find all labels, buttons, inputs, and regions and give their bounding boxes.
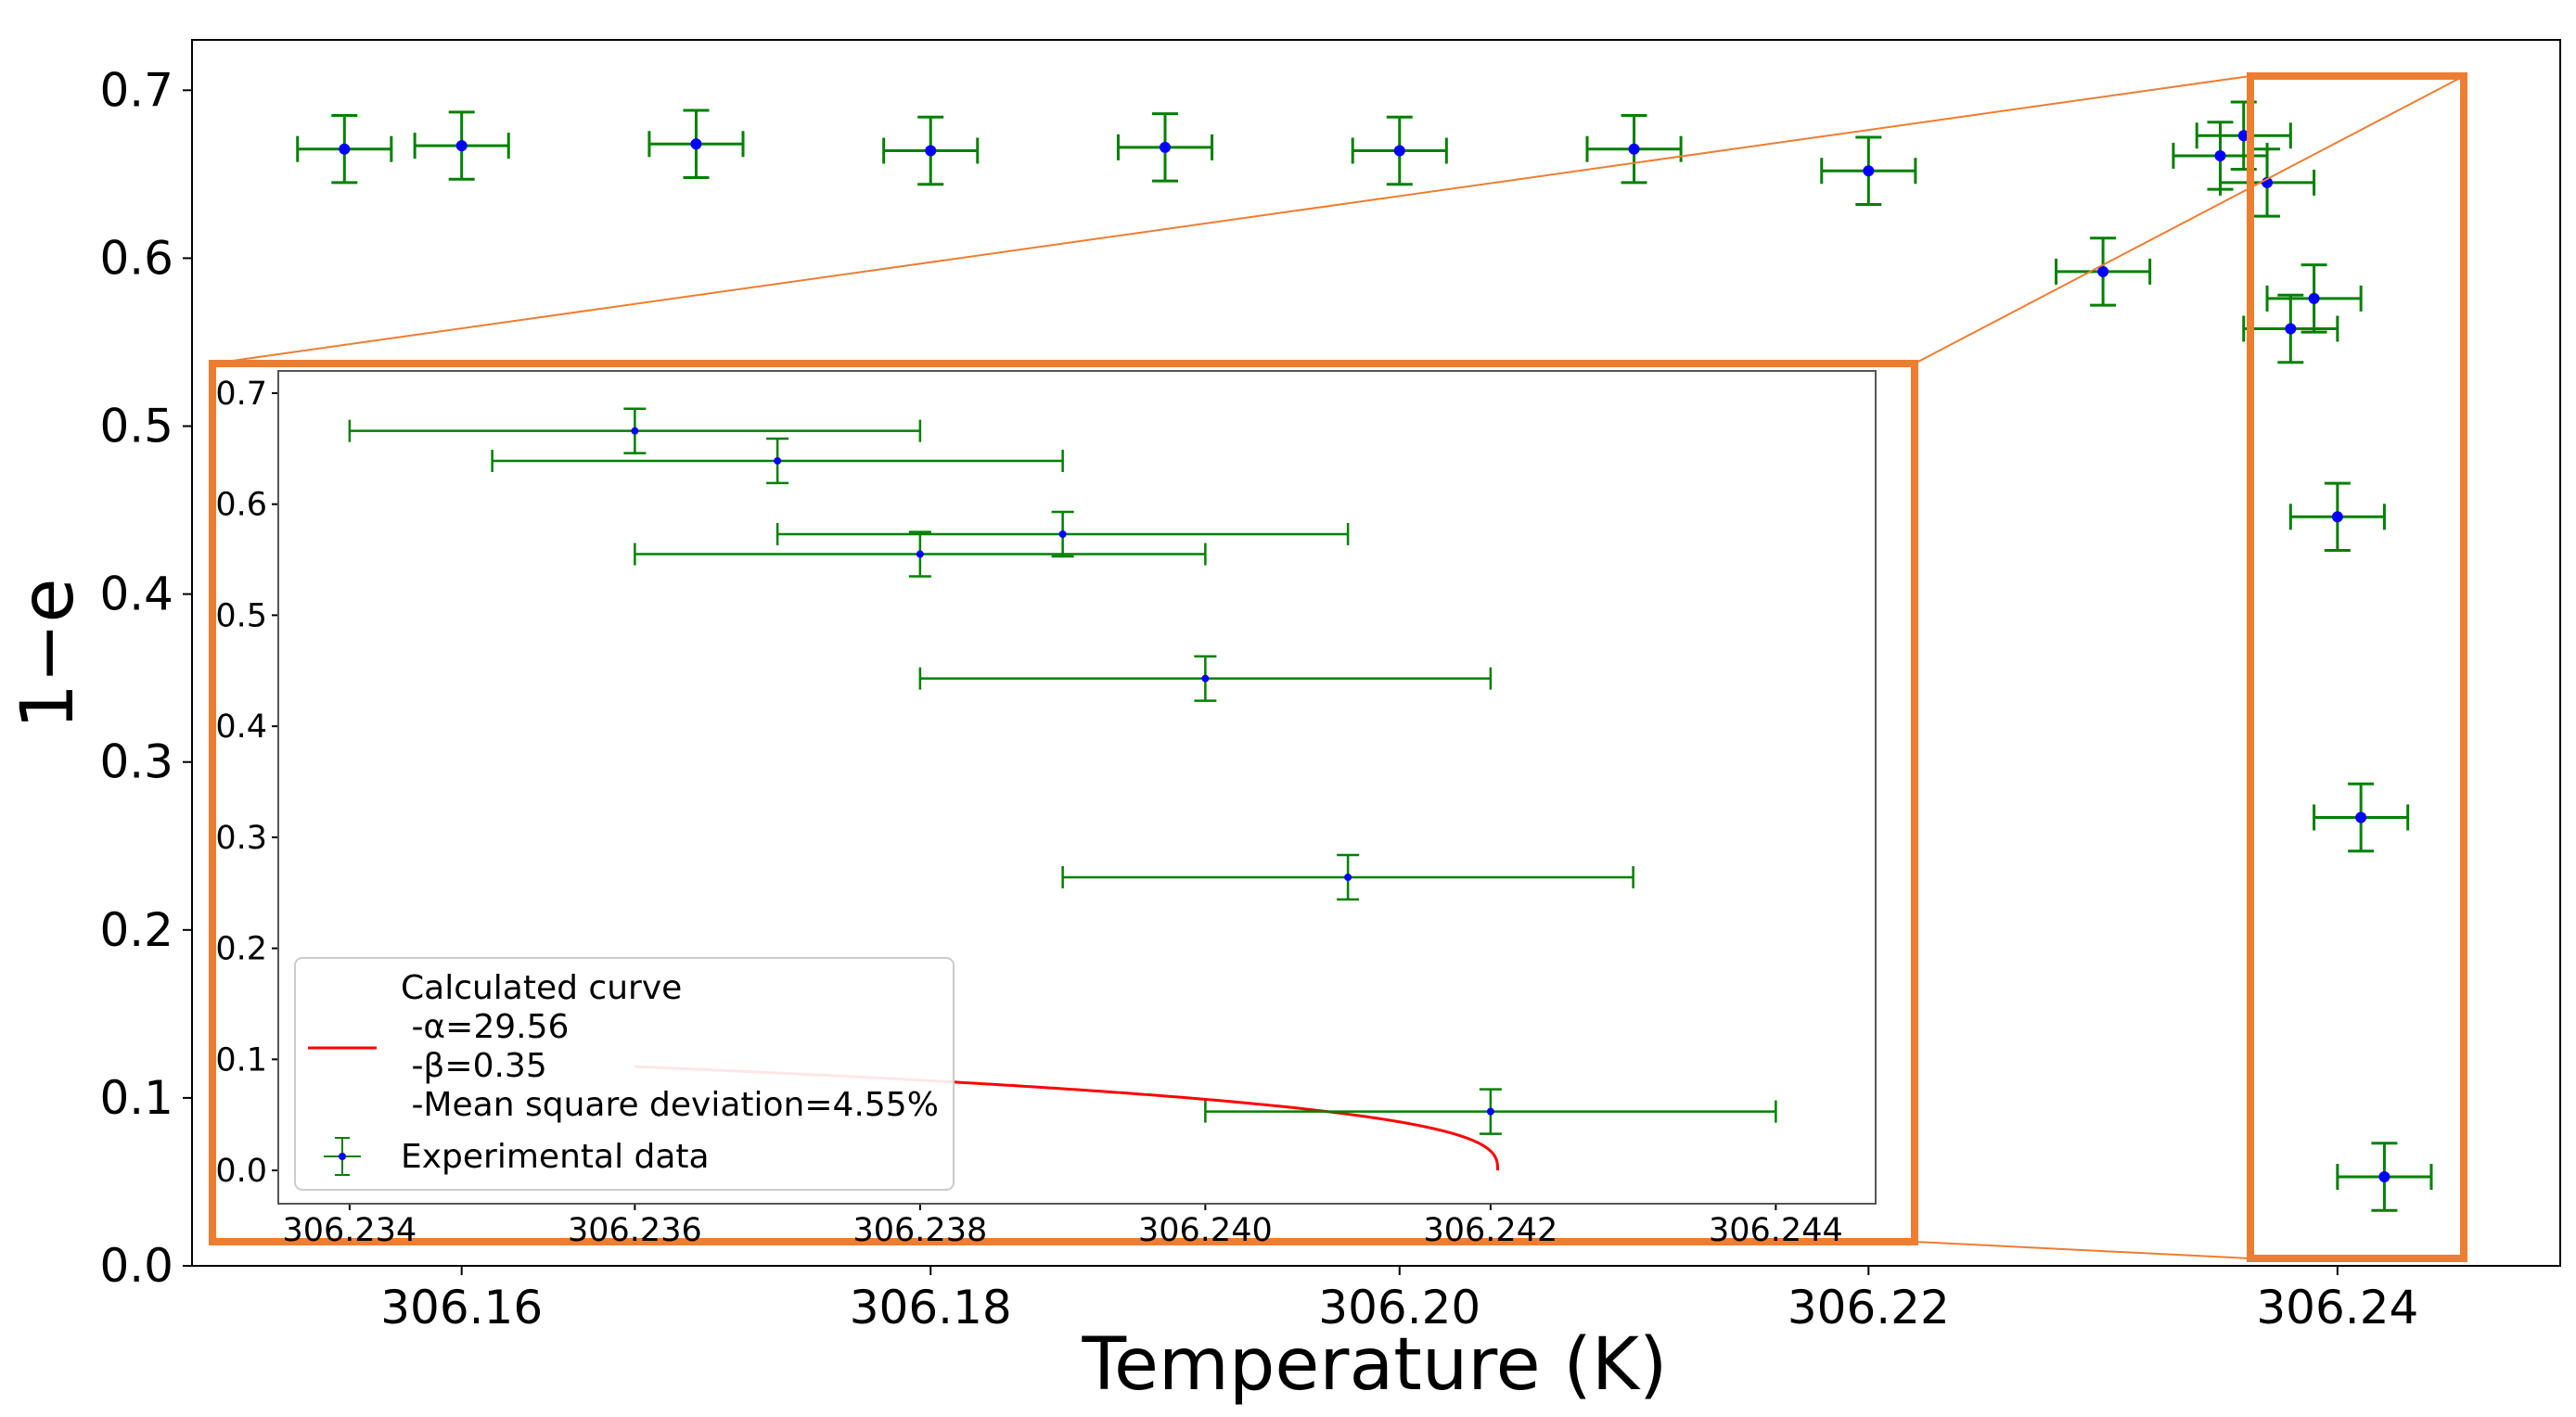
inset-x-tick-label: 306.236 [568,1212,702,1249]
inset-y-tick-label: 0.3 [215,820,267,857]
inset-x-tick-label: 306.242 [1424,1212,1558,1249]
main-y-tick-label: 0.2 [99,903,173,957]
data-marker [455,140,468,152]
data-point [1820,135,1917,206]
data-marker [925,145,937,157]
inset-plot-area [348,407,1777,1171]
inset-y-tick-label: 0.6 [215,487,267,524]
inset-y-tick-label: 0.7 [215,376,267,413]
zoom-indicator [209,72,2467,1262]
data-point [2313,782,2410,853]
data-point [634,530,1207,578]
data-point [1061,853,1634,901]
main-y-tick-label: 0.3 [99,735,173,789]
data-point [918,655,1493,702]
inset-x-tick-label: 306.240 [1138,1212,1273,1249]
data-point [1116,112,1214,183]
data-point [491,437,1064,485]
data-marker [2097,265,2109,277]
inset-x-tick-label: 306.234 [283,1212,417,1249]
zoom-connector-line [211,75,2251,364]
data-marker [1486,1107,1494,1116]
main-axes-frame [191,39,2561,1267]
data-point [348,407,922,454]
inset-y-tick-label: 0.5 [215,597,267,634]
main-y-tick-label: 0.1 [99,1071,173,1125]
main-y-tick-label: 0.0 [99,1239,173,1293]
main-y-tick-label: 0.6 [99,231,173,285]
data-marker [1058,530,1067,539]
main-x-tick-label: 306.24 [2256,1281,2418,1334]
data-point [2055,236,2152,307]
data-marker [1160,141,1172,153]
main-y-tick-label: 0.4 [99,568,173,621]
x-axis-label: Temperature (K) [1082,1323,1668,1407]
inset-y-tick-label: 0.4 [215,708,267,746]
zoom-connector-line [1914,75,2465,364]
data-point [1585,113,1683,185]
data-point [2288,481,2386,553]
data-point [296,113,393,185]
data-marker [690,138,702,150]
inset-y-tick-label: 0.2 [215,931,267,968]
data-marker [2237,130,2249,142]
data-point [647,109,745,179]
data-marker [631,427,639,435]
data-marker [774,456,782,465]
legend-curve-title: Calculated curve [401,969,682,1007]
inset-x-tick-label: 306.244 [1709,1212,1843,1249]
data-marker [2331,511,2343,523]
main-x-tick-label: 306.18 [850,1281,1012,1334]
legend-curve-msd: -Mean square deviation=4.55% [401,1086,939,1124]
data-marker [2378,1171,2390,1183]
legend-curve-alpha: -α=29.56 [401,1008,569,1046]
data-point [2336,1142,2433,1212]
data-point [2218,147,2316,218]
zoom-connector-line [1914,1241,2251,1259]
data-point [1351,115,1448,186]
data-marker [1628,143,1640,155]
main-x-tick-label: 306.16 [380,1281,543,1334]
data-point [413,110,510,181]
zoom-region-box [2247,72,2467,1262]
data-point [775,510,1350,558]
main-y-tick-label: 0.7 [99,63,173,117]
data-marker [2355,811,2367,823]
data-marker [2214,149,2226,161]
main-x-tick-label: 306.20 [1318,1281,1480,1334]
inset-x-tick-label: 306.238 [853,1212,988,1249]
y-axis-label: 1−e [6,579,90,730]
data-point [2242,293,2339,364]
data-marker [1863,165,1875,177]
data-point [882,115,980,186]
legend: Calculated curve -α=29.56 -β=0.35 -Mean … [294,957,955,1191]
data-marker [339,143,351,155]
data-marker [1393,145,1405,157]
data-marker [1344,873,1352,881]
inset-y-tick-label: 0.0 [215,1153,267,1190]
inset-y-tick-label: 0.1 [215,1041,267,1079]
legend-curve-beta: -β=0.35 [401,1047,547,1085]
legend-data-swatch [324,1137,361,1176]
main-x-tick-label: 306.22 [1788,1281,1950,1334]
legend-data-label: Experimental data [401,1138,710,1176]
data-point [2195,100,2292,171]
legend-box [294,957,955,1191]
data-marker [2308,292,2320,304]
main-tick-marks: 306.16 306.18 306.20 306.22 306.24 0.0 0.1 0.2 0… [99,63,2418,1334]
data-point [1204,1088,1777,1135]
data-marker [916,550,924,558]
main-plot-area [296,100,2433,1212]
data-point [2265,263,2363,334]
inset-axes-frame [277,370,1877,1205]
data-marker [2285,323,2297,335]
inset-tick-marks: 306.234 306.236 306.238 306.240 306.242 306.2… [215,376,1842,1249]
data-marker [1201,674,1210,683]
main-y-tick-label: 0.5 [99,400,173,453]
inset-border-box [209,360,1918,1245]
